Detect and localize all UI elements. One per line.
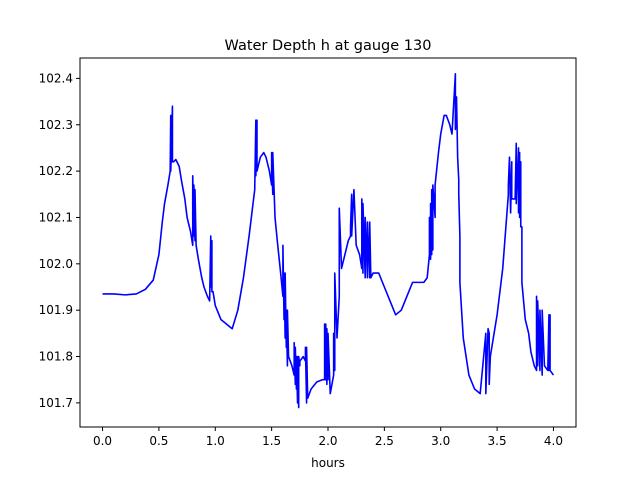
x-tick-label: 0.0: [93, 434, 112, 448]
x-tick-label: 2.5: [375, 434, 394, 448]
y-tick-label: 101.8: [39, 350, 73, 364]
x-tick-label: 3.0: [431, 434, 450, 448]
y-tick-label: 102.0: [39, 257, 73, 271]
y-tick-label: 101.9: [39, 303, 73, 317]
x-tick-label: 3.5: [488, 434, 507, 448]
y-tick-label: 102.4: [39, 71, 73, 85]
x-axis: 0.0 0.5 1.0 1.5 2.0 2.5 3.0 3.5 4.0: [93, 427, 563, 448]
x-tick-label: 2.0: [318, 434, 337, 448]
y-tick-label: 102.2: [39, 164, 73, 178]
chart-title: Water Depth h at gauge 130: [225, 38, 432, 54]
series-line-water-depth: [102, 72, 555, 409]
x-tick-label: 1.5: [262, 434, 281, 448]
y-tick-label: 102.3: [39, 118, 73, 132]
y-axis: 101.7 101.8 101.9 102.0 102.1 102.2 102.3 102.4: [39, 71, 80, 410]
x-axis-label: hours: [311, 456, 345, 470]
x-tick-label: 1.0: [206, 434, 225, 448]
y-tick-label: 101.7: [39, 396, 73, 410]
x-tick-label: 4.0: [544, 434, 563, 448]
y-tick-label: 102.1: [39, 210, 73, 224]
x-tick-label: 0.5: [149, 434, 168, 448]
